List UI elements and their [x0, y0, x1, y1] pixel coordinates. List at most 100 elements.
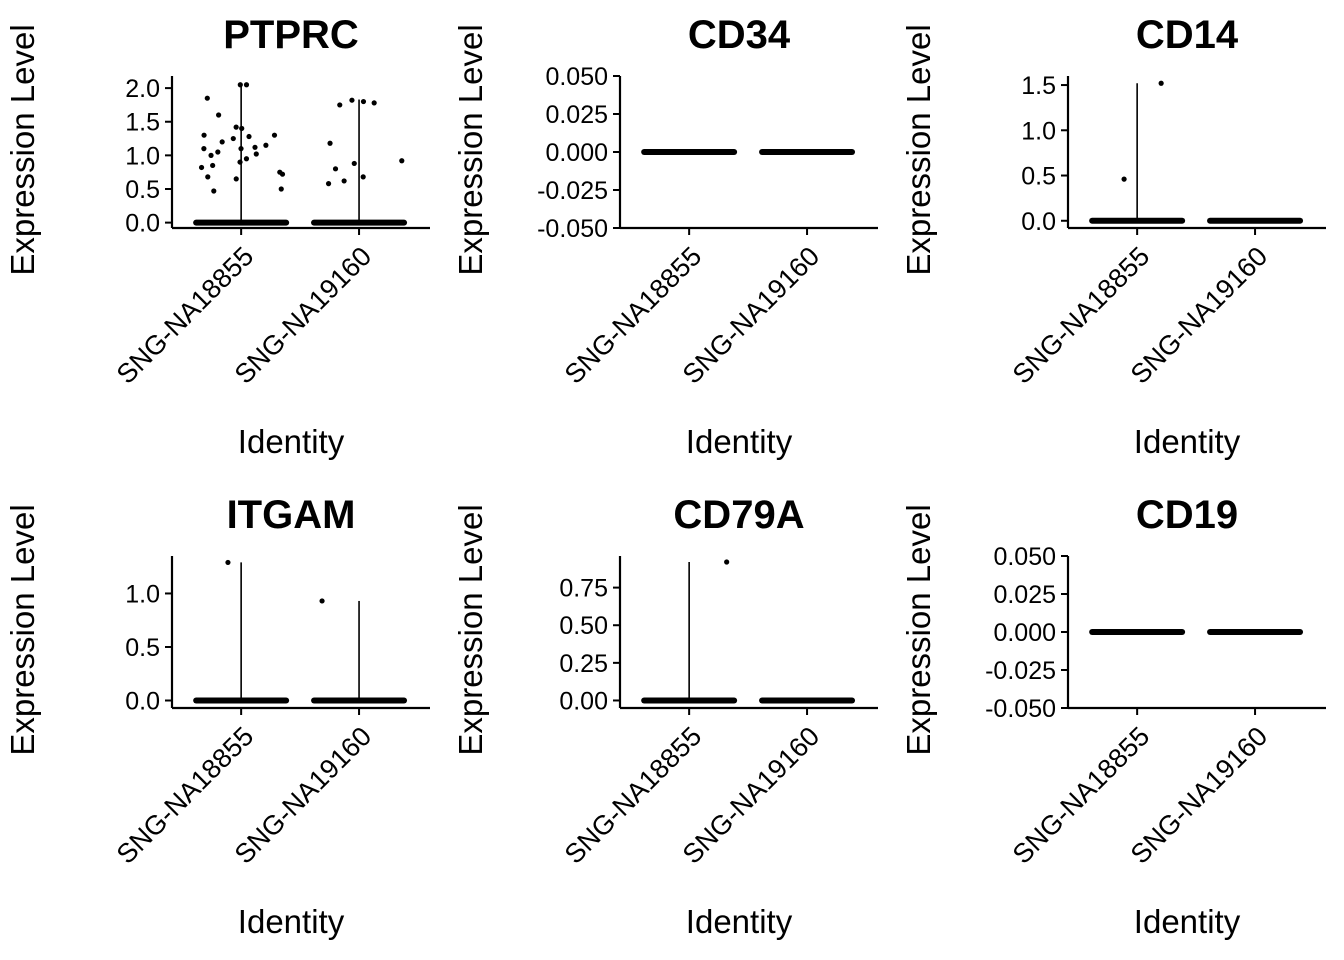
data-point — [337, 102, 343, 108]
y-tick-label: 1.0 — [125, 142, 160, 170]
y-tick-label: 0.5 — [1021, 163, 1056, 191]
data-point — [198, 164, 205, 171]
y-tick-label: -0.025 — [985, 657, 1056, 685]
y-axis-label: Expression Level — [900, 24, 937, 275]
y-tick-label: 0.050 — [993, 543, 1056, 571]
y-tick-label: 0.0 — [125, 688, 160, 716]
y-tick-label: 0.000 — [545, 139, 608, 167]
data-point — [201, 146, 207, 152]
zero-points-band — [311, 697, 408, 704]
data-point — [205, 174, 211, 180]
y-axis-label: Expression Level — [900, 504, 937, 755]
y-tick-label: 0.050 — [545, 63, 608, 91]
y-tick-label: 0.5 — [125, 634, 160, 662]
data-point — [325, 181, 332, 187]
y-axis-label: Expression Level — [452, 504, 489, 755]
x-axis-label: Identity — [686, 423, 793, 460]
data-point — [351, 160, 357, 167]
y-tick-label: 0.00 — [559, 687, 608, 715]
data-point — [279, 171, 286, 177]
data-point — [233, 176, 239, 182]
data-point — [371, 100, 377, 106]
y-tick-label: 0.75 — [559, 575, 608, 603]
panel-title: CD14 — [1136, 13, 1239, 57]
panel-cd19: CD19 Expression Level Identity -0.050 -0.025… — [900, 493, 1326, 940]
y-tick-label: -0.050 — [537, 215, 608, 243]
y-tick-label: 0.25 — [559, 650, 608, 678]
data-point — [327, 140, 333, 146]
x-axis-label: Identity — [238, 423, 345, 460]
data-point — [211, 188, 217, 194]
panel-title: CD19 — [1136, 493, 1238, 537]
zero-points-band — [1207, 629, 1304, 635]
data-point — [243, 82, 250, 88]
y-tick-label: 1.5 — [125, 109, 160, 137]
panel-title: CD34 — [688, 13, 791, 57]
zero-points-band — [759, 697, 856, 704]
y-tick-label: -0.050 — [985, 695, 1056, 723]
data-point — [204, 95, 210, 101]
data-point — [237, 82, 243, 88]
data-point — [360, 174, 366, 180]
y-tick-label: 0.025 — [545, 101, 608, 129]
data-point — [237, 159, 243, 165]
zero-points-band — [193, 219, 290, 226]
data-point — [278, 186, 284, 192]
y-tick-label: 2.0 — [125, 75, 160, 103]
y-axis-label: Expression Level — [4, 504, 41, 755]
zero-points-band — [641, 697, 738, 704]
data-point — [399, 158, 405, 164]
zero-points-band — [1207, 217, 1304, 224]
data-point — [230, 135, 236, 142]
data-point — [239, 125, 245, 132]
y-tick-label: 0.025 — [993, 581, 1056, 609]
zero-points-band — [311, 219, 408, 226]
zero-points-band — [1089, 217, 1186, 224]
panel-ptprc: PTPRC Expression Level Identity 0.0 0.5 1.0 1.… — [4, 13, 430, 460]
data-point — [349, 97, 355, 103]
zero-points-band — [759, 149, 856, 155]
y-tick-label: 1.0 — [1021, 117, 1056, 145]
data-point — [341, 178, 347, 184]
data-point — [233, 124, 239, 130]
panel-cd34: CD34 Expression Level Identity -0.050 -0.025… — [452, 13, 878, 460]
data-point — [246, 133, 252, 140]
data-point — [724, 559, 730, 565]
x-axis-label: Identity — [1134, 423, 1241, 460]
data-point — [216, 112, 222, 118]
zero-points-band — [1089, 629, 1186, 635]
data-point — [319, 598, 325, 604]
data-point — [210, 162, 216, 169]
panel-cd79a: CD79A Expression Level Identity 0.00 0.25 0.5… — [452, 493, 878, 940]
data-point — [332, 166, 339, 172]
data-point — [271, 132, 278, 138]
zero-points-band — [193, 697, 290, 704]
data-point — [201, 132, 207, 138]
data-point — [238, 146, 244, 152]
data-point — [208, 152, 214, 158]
data-point — [253, 151, 259, 157]
y-tick-label: 0.5 — [125, 176, 160, 204]
x-axis-label: Identity — [1134, 903, 1241, 940]
data-point — [1158, 80, 1164, 86]
data-point — [243, 156, 250, 162]
panel-cd14: CD14 Expression Level Identity 0.0 0.5 1.0 1.5… — [900, 13, 1326, 460]
y-tick-label: 1.0 — [125, 580, 160, 608]
data-point — [252, 144, 258, 150]
data-point — [215, 149, 221, 155]
y-tick-label: 0.50 — [559, 612, 608, 640]
y-axis-label: Expression Level — [452, 24, 489, 275]
panel-title: CD79A — [673, 493, 804, 537]
data-point — [263, 142, 269, 148]
panel-title: ITGAM — [227, 493, 356, 537]
y-axis-label: Expression Level — [4, 24, 41, 275]
data-point — [219, 139, 225, 145]
data-point — [225, 559, 231, 566]
data-point — [360, 98, 367, 105]
y-tick-label: 0.000 — [993, 619, 1056, 647]
data-point — [1121, 176, 1127, 182]
x-axis-label: Identity — [238, 903, 345, 940]
zero-points-band — [641, 149, 738, 155]
